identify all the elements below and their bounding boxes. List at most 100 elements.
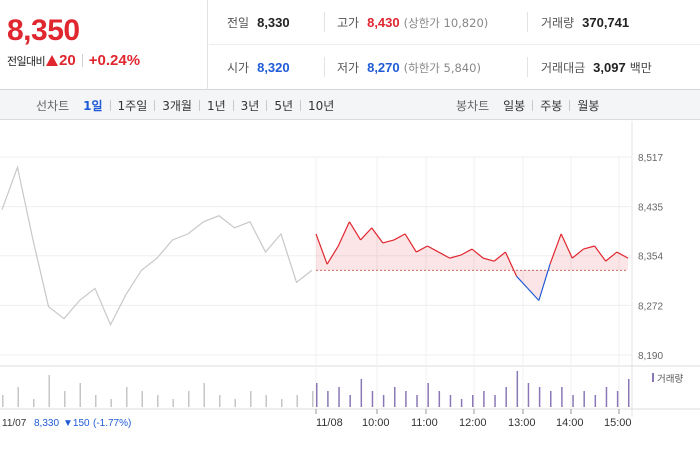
- prev-day-series: [1, 165, 313, 327]
- volume-bar: [188, 391, 190, 407]
- volume-bar: [616, 391, 619, 407]
- tab-10y[interactable]: 10년: [308, 98, 335, 113]
- volume-bar: [265, 395, 267, 407]
- tab-3y[interactable]: 3년: [240, 98, 260, 113]
- today-line-segment: [571, 248, 584, 259]
- today-line-segment: [348, 221, 362, 241]
- current-price: 8,350: [7, 14, 80, 47]
- y-tick-label: 8,190: [638, 351, 663, 362]
- divider: [569, 99, 571, 111]
- quote-summary: 8,350 전일대비 20 +0.24% 전일 8,330 고가 8,430 (…: [0, 0, 700, 90]
- divider: [527, 12, 528, 32]
- tab-1d[interactable]: 1일: [83, 98, 103, 113]
- divider: [324, 12, 325, 32]
- volume-bar: [505, 387, 507, 407]
- stat-low: 저가 8,270 (하한가 5,840): [337, 45, 481, 90]
- today-line-segment: [616, 251, 629, 259]
- x-tick-label: 12:00: [459, 417, 487, 429]
- today-line-segment: [493, 251, 506, 262]
- volume-bar: [349, 395, 351, 407]
- lower-limit: (하한가 5,840): [403, 60, 481, 75]
- divider: [198, 99, 200, 111]
- divider: [532, 99, 534, 111]
- stat-label: 고가: [337, 16, 360, 30]
- today-line-segment: [315, 233, 328, 265]
- volume-bar: [438, 391, 441, 407]
- x-tick-label: 11/08: [316, 417, 343, 429]
- today-line-segment: [337, 221, 350, 247]
- line-chart-title: 선차트: [36, 98, 70, 113]
- today-line-segment: [360, 227, 373, 241]
- prev-day-line: [1, 165, 313, 327]
- chart-canvas: 8,517 8,435 8,354 8,272 8,190 거래량 11/08 10:00…: [0, 121, 700, 429]
- line-chart-tabs: 선차트 1일 1주일 3개월 1년 3년 5년 10년: [36, 90, 334, 120]
- tab-monthly-candle[interactable]: 월봉: [577, 98, 600, 113]
- x-tick-label: 13:00: [508, 417, 536, 429]
- stat-trade-amount: 거래대금 3,097 백만: [541, 45, 652, 90]
- stat-unit: 백만: [629, 61, 652, 75]
- candle-chart-tabs: 봉차트 일봉 주봉 월봉: [456, 90, 599, 120]
- volume-bar: [110, 399, 112, 407]
- y-tick-label: 8,435: [638, 203, 663, 214]
- today-line-segment: [415, 245, 428, 253]
- volume-bar: [48, 375, 50, 407]
- divider: [527, 57, 528, 77]
- today-line-segment: [605, 251, 618, 262]
- stat-value: 8,320: [257, 60, 290, 75]
- volume-bar: [605, 387, 608, 407]
- volume-bar: [126, 387, 128, 407]
- y-tick-label: 8,354: [638, 252, 663, 263]
- stat-label: 거래량: [541, 16, 575, 30]
- volume-bar: [338, 387, 340, 407]
- today-line-segment: [449, 254, 462, 259]
- today-line-segment: [594, 245, 607, 262]
- prev-day-change-pct: (-1.77%): [93, 418, 131, 429]
- today-line-segment: [427, 245, 439, 253]
- volume-bar: [250, 391, 252, 407]
- volume-panel: 거래량: [2, 371, 683, 407]
- y-axis: 8,517 8,435 8,354 8,272 8,190: [638, 153, 663, 362]
- stat-high: 고가 8,430 (상한가 10,820): [337, 0, 488, 45]
- tab-weekly-candle[interactable]: 주봉: [540, 98, 563, 113]
- stat-value: 370,741: [582, 15, 630, 30]
- volume-bar: [561, 387, 563, 407]
- divider: [324, 57, 325, 77]
- volume-legend: 거래량: [657, 373, 683, 385]
- price-box: 8,350 전일대비 20 +0.24%: [0, 0, 208, 90]
- upper-limit: (상한가 10,820): [403, 15, 489, 30]
- stat-label: 시가: [227, 61, 250, 75]
- volume-bar: [95, 395, 97, 407]
- prev-day-date: 11/07: [2, 418, 27, 429]
- today-line-segment: [560, 233, 573, 259]
- stat-value: 8,430: [367, 15, 400, 30]
- tab-1y[interactable]: 1년: [206, 98, 226, 113]
- tab-3m[interactable]: 3개월: [162, 98, 192, 113]
- volume-bar: [172, 399, 174, 407]
- divider: [154, 99, 156, 111]
- volume-bar: [33, 399, 35, 407]
- volume-bar: [628, 379, 630, 407]
- tab-daily-candle[interactable]: 일봉: [503, 98, 526, 113]
- stat-label: 전일: [227, 16, 250, 30]
- today-line-segment: [393, 233, 406, 241]
- stat-label: 저가: [337, 61, 360, 75]
- volume-bar: [538, 387, 541, 407]
- tab-5y[interactable]: 5년: [274, 98, 294, 113]
- change-label: 전일대비: [7, 54, 46, 68]
- volume-bar: [312, 391, 314, 407]
- volume-bar: [427, 383, 429, 407]
- volume-bar: [572, 395, 574, 407]
- today-line-segment: [404, 233, 417, 253]
- prev-day-change: ▼150: [63, 418, 90, 429]
- today-line-segment: [326, 245, 339, 265]
- y-tick-label: 8,517: [638, 153, 663, 164]
- tab-1w[interactable]: 1주일: [117, 98, 148, 113]
- y-tick-label: 8,272: [638, 301, 663, 312]
- stat-value: 8,330: [257, 15, 290, 30]
- divider: [300, 99, 302, 111]
- today-line-segment: [504, 251, 518, 277]
- volume-bar: [316, 383, 318, 407]
- volume-bar: [550, 391, 552, 407]
- stat-prev-close: 전일 8,330: [227, 0, 290, 45]
- prev-day-close: 8,330: [34, 418, 59, 429]
